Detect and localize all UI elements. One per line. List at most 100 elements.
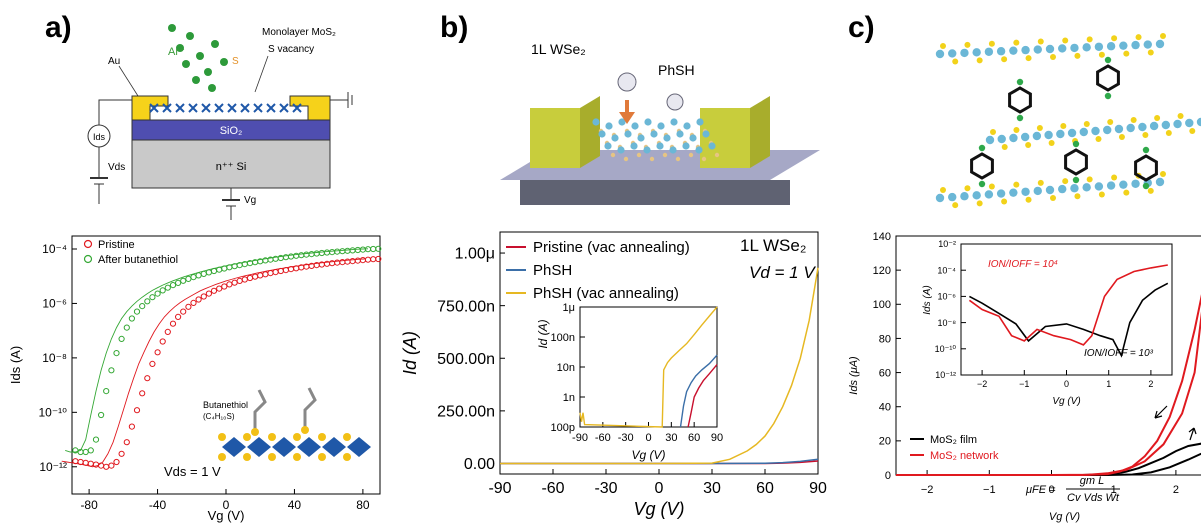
w-atom (708, 142, 716, 150)
data-point (128, 315, 135, 322)
data-point (344, 247, 351, 254)
inset-c-xlabel: Vg (V) (1052, 396, 1080, 407)
sulfur-atom (1001, 144, 1008, 150)
plot-c-ytick-label: 120 (873, 265, 891, 277)
linker-atom (1016, 78, 1024, 86)
inset-c-xtick-label: 1 (1106, 379, 1111, 389)
argon-ion (192, 76, 200, 84)
mos2-atom (996, 189, 1006, 198)
data-point (277, 267, 284, 275)
inset-c-xtick-label: 0 (1064, 379, 1069, 389)
data-point (262, 271, 269, 278)
data-point (154, 349, 161, 356)
argon-ion (208, 84, 216, 92)
panel-label-b: b) (440, 11, 468, 44)
argon-ion (182, 60, 190, 68)
sulfur-atom (1037, 179, 1044, 186)
mos2-atom (1020, 132, 1030, 142)
mos2-atom (1021, 187, 1030, 196)
inset-b-xtick-label: 90 (711, 432, 723, 444)
inset-b-ytick-label: 100n (551, 332, 575, 344)
data-point (221, 283, 228, 290)
electrode-right (289, 95, 331, 121)
sulfur-atom (1154, 115, 1161, 121)
data-point (123, 439, 130, 446)
data-point (118, 335, 125, 342)
mos2-atom (935, 193, 945, 203)
plot-b-xtick-label: -60 (541, 480, 564, 497)
data-point (293, 252, 300, 259)
plot-a-ytick-label: 10⁻⁸ (42, 351, 67, 365)
data-point (303, 251, 310, 258)
data-point (344, 258, 351, 265)
inset-b-xtick-label: 30 (665, 432, 677, 444)
benzene-ring (1134, 154, 1158, 182)
sulfur-atom (1060, 123, 1067, 129)
data-point (108, 367, 115, 374)
sulfur-atom (988, 183, 995, 190)
sulfur-atom (1177, 113, 1184, 119)
data-point (169, 282, 177, 289)
electrode-pointer (118, 65, 139, 97)
data-point (272, 269, 279, 276)
oxide-layer (131, 119, 331, 141)
linker-atom (1104, 56, 1112, 64)
mos2-atom (1079, 127, 1088, 137)
mos2-atom (1185, 118, 1194, 128)
sulfur-atom (1025, 142, 1032, 148)
sulfur-atom (1118, 134, 1125, 140)
mos2-atom (1114, 124, 1124, 134)
data-point (133, 308, 141, 315)
mos2-atom (1103, 125, 1112, 135)
inset-b-xtick-label: -30 (618, 432, 634, 444)
se-atom (701, 156, 707, 162)
sulfur-atom (1062, 178, 1069, 185)
data-point (113, 350, 120, 357)
legend-label: PhSH (vac annealing) (533, 285, 679, 302)
s-atom (343, 433, 351, 441)
linker-atom (978, 144, 986, 152)
data-point (123, 324, 130, 331)
sulfur-atom (1086, 36, 1093, 43)
current-label: Ids (93, 132, 106, 142)
ratio-network-annotation: ION/IOFF = 10⁴ (988, 259, 1058, 270)
data-point (128, 423, 135, 430)
mos2-atom (996, 47, 1006, 56)
se-atom (649, 156, 655, 162)
w-atom (644, 118, 652, 126)
se-atom (610, 152, 616, 158)
data-point (282, 267, 289, 274)
sweep-arrow-down (1154, 405, 1168, 419)
mos2-unit (253, 103, 263, 113)
plot-a-ytick-label: 10⁻¹⁰ (39, 406, 68, 420)
plot-a-xtick-label: -80 (80, 498, 98, 512)
data-point (364, 256, 372, 263)
mos2-unit (266, 103, 276, 113)
sulfur-atom (1013, 181, 1020, 188)
s-atom (243, 433, 251, 441)
sulfur-atom (1062, 37, 1069, 44)
data-point (231, 279, 238, 286)
molecule-label: Butanethiol (203, 400, 248, 410)
data-point (216, 285, 223, 292)
sulfur-atom (1111, 35, 1118, 42)
plot-c-ytick-label: 0 (885, 470, 891, 482)
inset-c-xtick-label: 2 (1148, 379, 1153, 389)
inset-c-xtick-label: −2 (977, 379, 987, 389)
panel-a-figure: a) n⁺⁺ Si SiO₂ Ar⁺ Monolayer MoS₂ S vaca… (8, 11, 382, 523)
data-point (164, 328, 171, 335)
sweep-arrow-up (1188, 427, 1197, 441)
thiol-sulfur (251, 428, 259, 436)
sulfur-atom (964, 185, 971, 192)
linker-atom (978, 180, 986, 188)
mo-atom (272, 437, 296, 457)
w-atom (617, 146, 625, 154)
sulfur-atom (1013, 127, 1020, 133)
plot-b-ytick-label: 250.00n (437, 403, 495, 420)
mos2-atom (1058, 184, 1067, 194)
fit-line-1 (65, 248, 369, 453)
data-point (359, 257, 366, 264)
plot-c-xlabel: Vg (V) (1049, 511, 1081, 523)
mo-atom (222, 437, 246, 457)
legend-marker (83, 239, 93, 249)
